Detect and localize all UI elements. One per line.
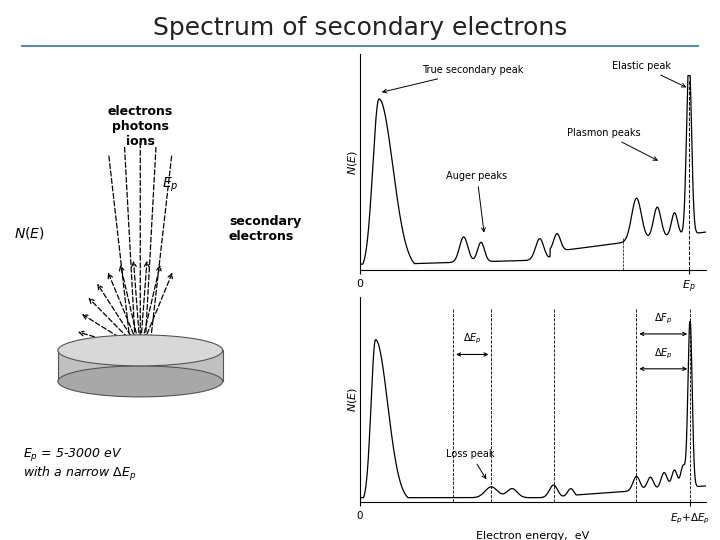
Text: Elastic peak: Elastic peak — [612, 61, 685, 87]
Text: Loss peak: Loss peak — [446, 449, 495, 478]
Text: secondary
electrons: secondary electrons — [229, 214, 301, 242]
Text: $\Delta F_p$: $\Delta F_p$ — [654, 312, 672, 326]
Ellipse shape — [58, 335, 222, 366]
Y-axis label: $N(E)$: $N(E)$ — [346, 387, 359, 412]
Ellipse shape — [58, 366, 222, 397]
Text: Spectrum of secondary electrons: Spectrum of secondary electrons — [153, 16, 567, 40]
X-axis label: Electron energy,  eV: Electron energy, eV — [476, 531, 590, 540]
Text: $\Delta E_p$: $\Delta E_p$ — [654, 346, 672, 361]
Text: $E_p$: $E_p$ — [163, 175, 179, 193]
Text: $\Delta E_p$: $\Delta E_p$ — [463, 332, 482, 346]
Text: $E_p$ = 5-3000 eV
with a narrow $\Delta E_p$: $E_p$ = 5-3000 eV with a narrow $\Delta … — [23, 446, 137, 483]
Text: electrons
photons
ions: electrons photons ions — [107, 105, 173, 147]
Text: $N(E)$: $N(E)$ — [14, 225, 45, 241]
Bar — [58, 350, 222, 381]
Text: Plasmon peaks: Plasmon peaks — [567, 128, 657, 160]
Text: Auger peaks: Auger peaks — [446, 171, 508, 232]
Text: True secondary peak: True secondary peak — [383, 65, 523, 93]
Y-axis label: $N(E)$: $N(E)$ — [346, 150, 359, 174]
